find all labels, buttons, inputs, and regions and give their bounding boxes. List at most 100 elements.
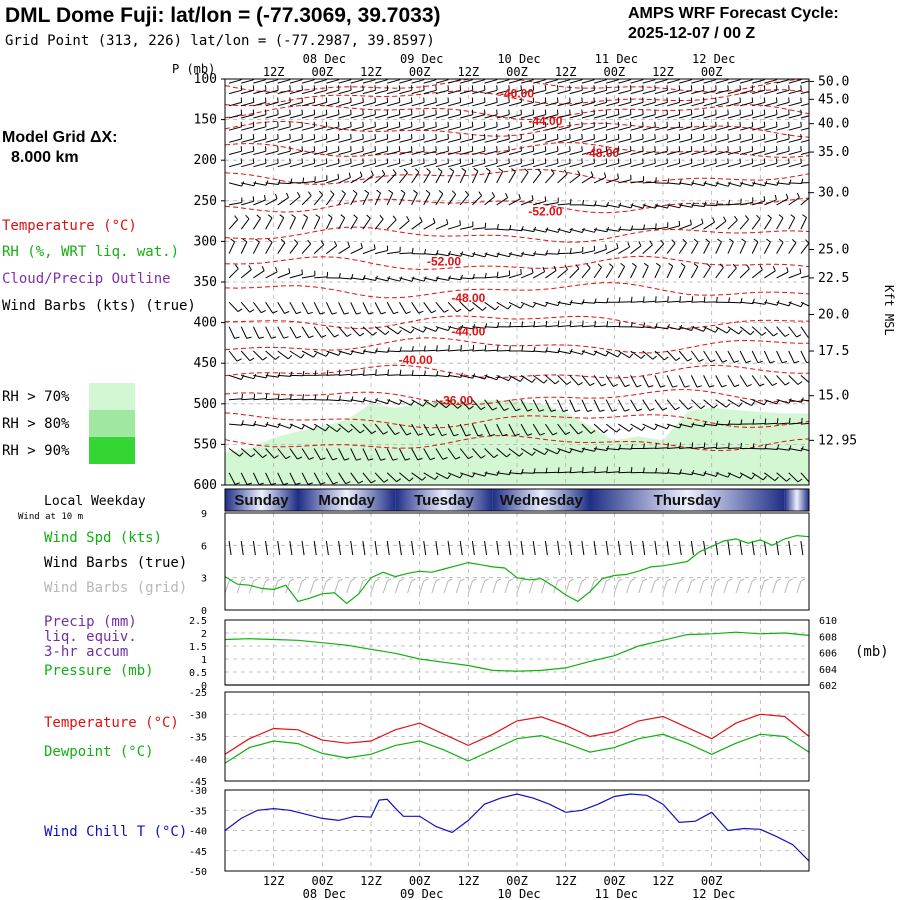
wind-barb [776, 158, 790, 168]
wind-barb [241, 97, 255, 107]
wind-barb [326, 158, 340, 168]
wind-barb [277, 85, 291, 95]
wind-barb [435, 85, 449, 95]
wind-barb [630, 109, 644, 119]
wind-barb [350, 133, 364, 143]
wind-barb [411, 423, 424, 436]
wind-barb [277, 121, 291, 131]
temperature-contour [225, 255, 809, 271]
wind-barb [703, 85, 717, 95]
wind-barb [666, 121, 681, 131]
wind-barb [362, 189, 370, 206]
wind-barb [630, 203, 646, 209]
y-tick-label: 2.5 [189, 616, 207, 627]
wind-barb [472, 252, 488, 258]
wind-barb [350, 109, 364, 119]
wind-barb [472, 133, 486, 143]
wind-barb [362, 423, 377, 435]
wind-barb [715, 158, 729, 168]
wind-barb [594, 201, 609, 208]
wind-barb [399, 370, 414, 376]
wind-barb [739, 109, 754, 119]
wind-barb [593, 399, 605, 412]
wind-barb [618, 79, 632, 84]
y2-tick-label: 604 [819, 665, 837, 676]
pressure-axis-label: P (mb) [172, 62, 215, 76]
wind-barb [240, 448, 256, 458]
surface-wind-barb [532, 540, 536, 556]
wind-barb [569, 199, 585, 206]
wind-barb [727, 442, 742, 449]
wind-barb [752, 85, 766, 95]
pressure-line [224, 631, 810, 672]
wind-barb [411, 109, 425, 119]
wind-barb [496, 97, 510, 107]
wind-barb [399, 85, 413, 95]
wind-barb [763, 238, 771, 254]
wind-barb [398, 302, 411, 314]
panel-legend-label: liq. equiv. [44, 629, 137, 645]
wind-barb [654, 350, 669, 361]
wind-barb [691, 85, 705, 95]
wind-barb [253, 195, 266, 206]
wind-barb [447, 121, 462, 131]
wind-barb [472, 323, 488, 329]
panel-legend-label: Temperature (°C) [44, 715, 179, 731]
wind-barb [338, 302, 350, 315]
wind-barb [508, 193, 521, 206]
panel-legend-label: Wind Barbs (grid) [44, 580, 187, 596]
wind-barb [788, 472, 803, 483]
wind-barb [763, 214, 772, 230]
wind-barb [715, 199, 730, 206]
top-tick-label: 12Z [263, 65, 285, 79]
wind-barb [325, 190, 335, 206]
wind-barb [642, 121, 656, 131]
wind-barb [374, 448, 386, 461]
pressure-tick-label: 250 [194, 194, 217, 209]
wind-barb [618, 146, 632, 155]
wind-barb [411, 248, 427, 255]
wind-barb [642, 240, 653, 254]
temperature-contour [225, 197, 809, 214]
weekday-title: Local Weekday [44, 494, 146, 509]
y-tick-label: -45 [189, 847, 207, 858]
wind-barb [472, 146, 486, 155]
wind-barb [642, 296, 657, 303]
wind-barb [800, 115, 809, 119]
wind-barb [277, 472, 289, 485]
wind-barb [399, 79, 413, 84]
wind-barb [642, 423, 658, 431]
wind-barb [703, 121, 717, 131]
surface-wind-barb [338, 540, 342, 556]
weekday-segment [784, 489, 809, 511]
wind-barb [605, 243, 619, 255]
wind-barb [727, 375, 740, 388]
wind-barb [800, 151, 809, 155]
wind-barb [569, 227, 585, 233]
wind-barb [703, 79, 717, 84]
wind-barb [727, 158, 741, 168]
wind-barb [776, 326, 790, 337]
wind-barb [520, 121, 535, 131]
wind-barb [557, 399, 569, 412]
rh-swatch [89, 410, 135, 437]
surface-wind-barb [544, 540, 548, 556]
upper-wind-barbs [228, 79, 809, 485]
wind-barb [484, 85, 498, 95]
wind-barb [679, 469, 695, 476]
weekday-segment [395, 489, 493, 511]
wind-barb [229, 197, 243, 206]
wind-barb [277, 158, 291, 168]
wind-barb [265, 146, 279, 155]
wind-barb [447, 167, 455, 184]
wind-barb [679, 109, 693, 119]
wind-barb [325, 472, 338, 485]
y2-tick-label: 608 [819, 632, 837, 643]
wind-barb [545, 320, 560, 328]
wind-barb [265, 179, 281, 185]
wind-barb [253, 302, 266, 314]
y-tick-label: 9 [201, 509, 207, 520]
wind-barb [557, 320, 572, 328]
wind-barb [326, 97, 340, 107]
